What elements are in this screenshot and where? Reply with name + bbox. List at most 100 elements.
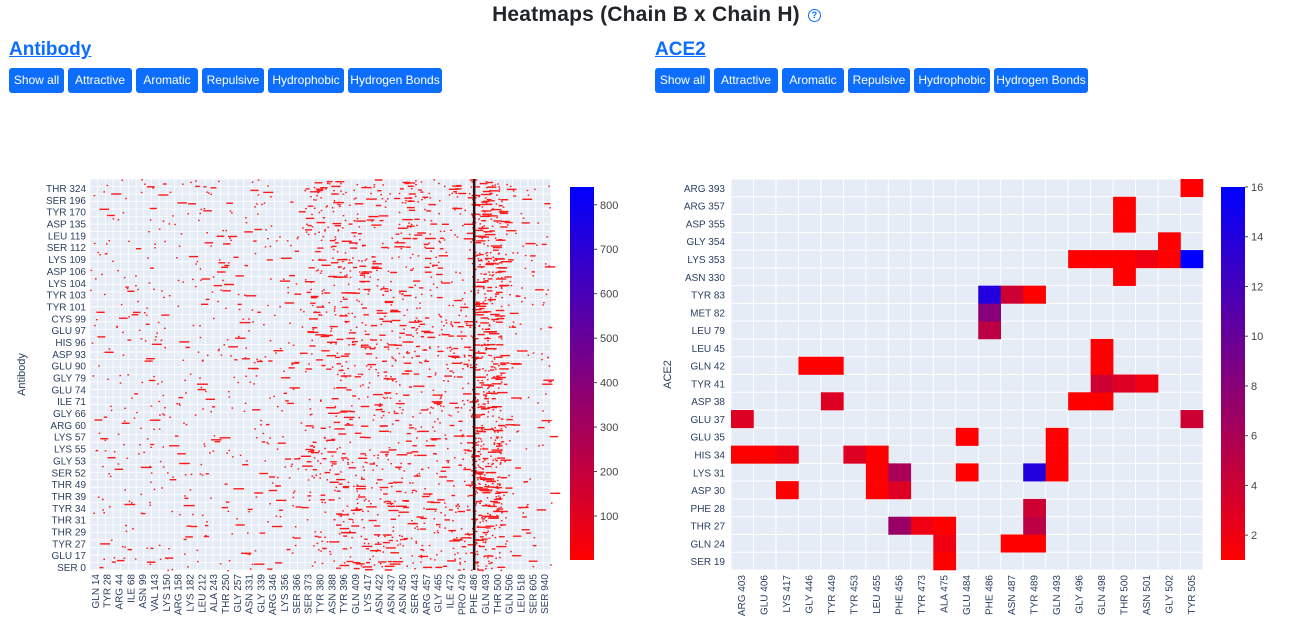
antibody-y-tick-label: GLY 53	[53, 456, 86, 467]
ace2-heatmap-cell	[1045, 427, 1069, 446]
ace2-y-tick-label: ASN 330	[685, 273, 725, 284]
antibody-show-all-button[interactable]: Show all	[9, 68, 64, 93]
antibody-x-tick-label: LYS 417	[363, 574, 374, 612]
ace2-heatmap-cell	[865, 445, 889, 464]
antibody-x-tick-label: ASN 450	[398, 574, 409, 614]
ace2-x-tick-label: TYR 505	[1187, 575, 1198, 615]
ace2-y-tick-label: PHE 28	[691, 504, 726, 515]
ace2-heading[interactable]: ACE2	[655, 39, 706, 60]
ace2-y-tick-label: ASP 355	[686, 219, 726, 230]
colorbar-tick-label: 300	[600, 422, 618, 434]
ace2-y-tick-label: LEU 79	[692, 326, 726, 337]
ace2-y-tick-label: ARG 357	[684, 202, 726, 213]
antibody-repulsive-button[interactable]: Repulsive	[202, 68, 264, 93]
ace2-heatmap-cell	[910, 516, 934, 535]
antibody-attractive-button[interactable]: Attractive	[68, 68, 132, 93]
antibody-x-tick-label: GLN 409	[351, 574, 362, 614]
ace2-x-tick-label: GLN 493	[1052, 575, 1063, 615]
colorbar-tick-label: 14	[1251, 232, 1263, 244]
antibody-x-tick-label: SER 366	[292, 574, 303, 614]
ace2-heatmap-cell	[933, 534, 957, 553]
ace2-repulsive-button[interactable]: Repulsive	[848, 68, 910, 93]
antibody-y-tick-label: TYR 101	[47, 302, 87, 313]
antibody-x-tick-label: GLN 493	[481, 574, 492, 614]
antibody-y-tick-label: THR 324	[46, 184, 86, 195]
ace2-heatmap-cell	[1090, 338, 1114, 358]
antibody-heading[interactable]: Antibody	[9, 39, 92, 60]
ace2-y-tick-label: THR 27	[691, 522, 726, 533]
antibody-y-tick-label: ASP 135	[47, 220, 87, 231]
antibody-y-tick-label: GLY 79	[53, 374, 86, 385]
antibody-x-tick-label: VAL 143	[150, 574, 161, 612]
page-title: Heatmaps (Chain B x Chain H) ?	[0, 3, 1313, 27]
ace2-x-tick-label: GLY 446	[805, 575, 816, 614]
ace2-x-tick-label: TYR 473	[917, 575, 928, 615]
antibody-hydrophobic-button[interactable]: Hydrophobic	[268, 68, 344, 93]
ace2-y-tick-label: LYS 31	[693, 468, 725, 479]
ace2-show-all-button[interactable]: Show all	[655, 68, 710, 93]
ace2-y-tick-label: GLN 24	[691, 539, 726, 550]
antibody-y-tick-label: ASP 93	[52, 350, 86, 361]
antibody-y-tick-label: TYR 27	[52, 539, 86, 550]
ace2-heatmap-cell	[933, 516, 957, 535]
ace2-heatmap-cell	[1023, 463, 1046, 482]
colorbar-tick-label: 12	[1251, 281, 1263, 293]
ace2-heatmap-cell	[955, 427, 979, 446]
question-circle-icon[interactable]: ?	[807, 8, 821, 22]
ace2-heatmap-cell	[1068, 250, 1091, 269]
ace2-heatmap-cell	[731, 410, 754, 429]
ace2-heatmap-cell	[978, 285, 1002, 304]
antibody-hydrogen-bonds-button[interactable]: Hydrogen Bonds	[348, 68, 442, 93]
ace2-heatmap-cell	[1023, 534, 1046, 553]
ace2-heatmap-cell	[1180, 179, 1204, 198]
ace2-hydrophobic-button[interactable]: Hydrophobic	[914, 68, 990, 93]
ace2-attractive-button[interactable]: Attractive	[714, 68, 778, 93]
antibody-x-tick-label: ILE 68	[126, 574, 137, 603]
colorbar-tick-label: 400	[600, 378, 618, 390]
antibody-y-tick-label: TYR 34	[52, 504, 86, 515]
colorbar-tick-label: 8	[1251, 381, 1257, 393]
antibody-x-tick-label: ALA 243	[209, 574, 220, 612]
ace2-heatmap-cell	[753, 445, 777, 464]
ace2-y-tick-label: GLN 42	[691, 362, 726, 373]
ace2-y-axis-label: ACE2	[662, 360, 674, 389]
ace2-heatmap-cell	[1090, 250, 1114, 269]
ace2-heatmap-cell	[1023, 516, 1046, 535]
ace2-heatmap-cell	[1068, 392, 1091, 411]
ace2-heatmap-cell	[1023, 285, 1046, 304]
ace2-heatmap-cell	[1045, 463, 1069, 482]
ace2-x-tick-label: GLY 496	[1074, 575, 1085, 614]
antibody-x-tick-label: PHE 486	[469, 574, 480, 614]
ace2-y-tick-label: ASP 38	[691, 397, 725, 408]
colorbar-tick-label: 16	[1251, 182, 1263, 194]
antibody-x-tick-label: TYR 380	[316, 574, 327, 614]
antibody-y-tick-label: GLU 17	[52, 551, 87, 562]
ace2-x-tick-label: PHE 486	[984, 575, 995, 615]
ace2-x-tick-label: GLY 502	[1164, 575, 1175, 614]
ace2-x-tick-label: LYS 417	[782, 575, 793, 613]
ace2-heatmap-cell	[933, 552, 957, 571]
ace2-hydrogen-bonds-button[interactable]: Hydrogen Bonds	[994, 68, 1088, 93]
antibody-x-tick-label: TYR 396	[339, 574, 350, 614]
antibody-y-tick-label: GLU 74	[52, 385, 87, 396]
ace2-x-tick-label: ARG 403	[737, 575, 748, 617]
antibody-x-tick-label: ASN 99	[138, 574, 149, 609]
antibody-x-tick-label: LYS 150	[162, 574, 173, 612]
colorbar-tick-label: 800	[600, 200, 618, 212]
antibody-y-tick-label: SER 196	[46, 196, 86, 207]
antibody-y-tick-label: LEU 119	[48, 231, 87, 242]
ace2-heatmap-cell	[1158, 232, 1181, 251]
colorbar-tick-label: 2	[1251, 530, 1257, 542]
antibody-aromatic-button[interactable]: Aromatic	[136, 68, 198, 93]
antibody-x-tick-label: ASN 331	[245, 574, 256, 614]
antibody-x-tick-label: LYS 356	[280, 574, 291, 612]
ace2-aromatic-button[interactable]: Aromatic	[782, 68, 844, 93]
ace2-heatmap-cell	[1180, 250, 1204, 269]
ace2-x-tick-label: TYR 453	[850, 575, 861, 615]
ace2-y-tick-label: ASP 30	[691, 486, 725, 497]
antibody-y-tick-label: THR 31	[52, 516, 87, 527]
antibody-x-tick-label: THR 500	[493, 574, 504, 614]
ace2-heatmap-cell	[865, 481, 889, 500]
ace2-heatmap-cell	[888, 481, 912, 500]
ace2-heatmap-cell	[1113, 214, 1136, 233]
